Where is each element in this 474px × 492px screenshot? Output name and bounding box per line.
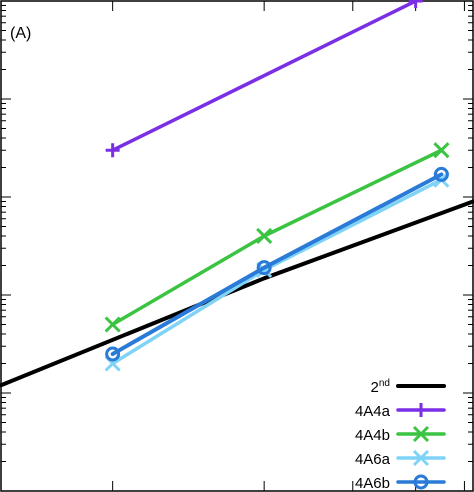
legend-label: 4A6b bbox=[355, 475, 390, 492]
marker-circle bbox=[105, 346, 121, 362]
series-line bbox=[110, 0, 418, 152]
legend-label: 4A6a bbox=[355, 451, 391, 468]
legend-label-text: 4A4b bbox=[355, 427, 390, 444]
legend-label-text: 4A6b bbox=[355, 475, 390, 492]
marker-x bbox=[256, 227, 273, 245]
series-line bbox=[0, 199, 474, 388]
legend-entry: 2nd bbox=[371, 378, 446, 396]
legend-label-text: 4A4a bbox=[355, 403, 391, 420]
panel-label: (A) bbox=[10, 25, 31, 42]
series-3 bbox=[104, 142, 450, 333]
marker-x bbox=[104, 316, 121, 333]
legend: 2nd 4A4a 4A4b 4A6a 4A6b bbox=[355, 378, 446, 492]
series-2 bbox=[105, 0, 423, 158]
legend-label-superscript: nd bbox=[379, 378, 390, 389]
legend-label: 2nd bbox=[371, 378, 390, 396]
legend-label: 4A4b bbox=[355, 427, 390, 444]
marker-circle bbox=[413, 474, 429, 490]
marker-x bbox=[412, 425, 430, 443]
legend-label: 4A4a bbox=[355, 403, 391, 420]
legend-label-text: 2 bbox=[371, 379, 379, 396]
series-1 bbox=[0, 199, 474, 388]
series-layer bbox=[0, 0, 474, 388]
legend-entry: 4A4b bbox=[355, 425, 446, 444]
series-line bbox=[110, 172, 444, 357]
marker-x bbox=[412, 449, 430, 467]
legend-label-text: 4A6a bbox=[355, 451, 391, 468]
marker-circle bbox=[256, 260, 272, 276]
marker-x bbox=[433, 142, 450, 159]
series-line bbox=[110, 148, 444, 327]
legend-entry: 4A6a bbox=[355, 449, 446, 468]
marker-circle bbox=[433, 166, 449, 182]
legend-entry: 4A4a bbox=[355, 403, 446, 420]
series-5 bbox=[105, 166, 449, 362]
legend-entry: 4A6b bbox=[355, 474, 446, 492]
